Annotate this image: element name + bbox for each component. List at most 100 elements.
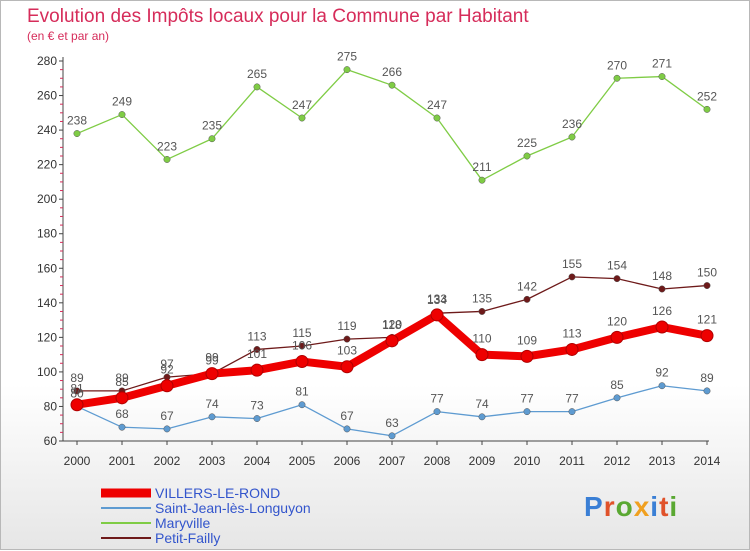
data-label: 67 xyxy=(340,409,354,423)
data-label: 119 xyxy=(337,319,356,333)
logo-letter: o xyxy=(615,491,634,522)
y-tick-label: 160 xyxy=(37,261,57,275)
logo-letter: i xyxy=(669,491,679,522)
data-label: 135 xyxy=(472,291,492,305)
data-point xyxy=(475,348,489,362)
data-label: 110 xyxy=(472,332,491,346)
data-label: 101 xyxy=(247,347,267,361)
data-point xyxy=(658,382,666,390)
data-point xyxy=(658,285,666,293)
x-tick-label: 2003 xyxy=(199,454,226,468)
legend-label: VILLERS-LE-ROND xyxy=(155,485,280,501)
data-point xyxy=(565,342,579,356)
data-point xyxy=(655,320,669,334)
data-label: 92 xyxy=(160,363,174,377)
data-label: 225 xyxy=(517,136,537,150)
x-tick-label: 2000 xyxy=(64,454,91,468)
logo-letter: x xyxy=(633,491,651,522)
data-point xyxy=(703,387,711,395)
logo-letter: t xyxy=(659,491,670,522)
data-label: 80 xyxy=(70,386,84,400)
data-label: 77 xyxy=(520,392,534,406)
data-label: 265 xyxy=(247,67,267,81)
data-label: 148 xyxy=(652,269,672,283)
x-tick-label: 2014 xyxy=(694,454,721,468)
y-tick-label: 100 xyxy=(37,365,57,379)
data-point xyxy=(610,330,624,344)
logo-letter: P xyxy=(584,491,604,522)
data-point xyxy=(433,408,441,416)
data-label: 103 xyxy=(337,344,357,358)
data-point xyxy=(385,334,399,348)
data-point xyxy=(250,363,264,377)
y-tick-label: 80 xyxy=(44,399,58,413)
data-label: 99 xyxy=(205,351,219,365)
data-point xyxy=(253,415,261,422)
chart-subtitle: (en € et par an) xyxy=(27,29,110,43)
data-point xyxy=(163,156,171,163)
data-label: 67 xyxy=(160,409,174,423)
data-label: 150 xyxy=(697,266,717,280)
data-label: 121 xyxy=(697,313,717,327)
y-tick-label: 220 xyxy=(37,158,57,172)
data-label: 120 xyxy=(607,314,627,328)
data-label: 252 xyxy=(697,89,717,103)
data-label: 249 xyxy=(112,95,132,109)
data-label: 89 xyxy=(115,371,129,385)
data-point xyxy=(520,349,534,363)
data-point xyxy=(613,394,621,402)
data-point xyxy=(523,295,531,303)
data-label: 89 xyxy=(700,371,714,385)
x-tick-label: 2009 xyxy=(469,454,496,468)
x-tick-label: 2007 xyxy=(379,454,406,468)
data-point xyxy=(118,111,126,118)
logo-letter: i xyxy=(650,491,660,522)
data-point xyxy=(343,66,351,74)
x-tick-label: 2008 xyxy=(424,454,451,468)
data-label: 85 xyxy=(115,375,129,389)
x-tick-label: 2012 xyxy=(604,454,631,468)
data-point xyxy=(430,308,444,322)
data-label: 74 xyxy=(205,397,219,411)
data-point xyxy=(388,432,396,440)
data-point xyxy=(253,83,261,91)
x-tick-label: 2011 xyxy=(559,454,585,468)
data-point xyxy=(433,114,441,122)
proxiti-logo: Proxiti xyxy=(584,491,678,523)
data-point xyxy=(298,114,306,122)
data-point xyxy=(523,408,531,416)
data-point xyxy=(73,387,81,395)
data-point xyxy=(253,346,261,353)
data-label: 134 xyxy=(427,293,447,307)
data-label: 270 xyxy=(607,58,627,72)
data-label: 211 xyxy=(472,160,491,174)
data-label: 133 xyxy=(427,292,447,306)
x-tick-label: 2006 xyxy=(334,454,361,468)
data-point xyxy=(205,367,219,381)
data-label: 142 xyxy=(517,279,537,293)
x-tick-label: 2005 xyxy=(289,454,316,468)
legend-label: Petit-Failly xyxy=(155,530,220,546)
data-point xyxy=(295,355,309,369)
data-point xyxy=(115,391,129,405)
data-label: 115 xyxy=(292,326,311,340)
y-tick-label: 120 xyxy=(37,330,57,344)
data-point xyxy=(340,360,354,374)
data-point xyxy=(70,398,84,412)
data-label: 120 xyxy=(382,317,402,331)
data-point xyxy=(343,425,351,433)
data-label: 73 xyxy=(250,399,264,413)
data-label: 235 xyxy=(202,119,222,133)
x-tick-label: 2013 xyxy=(649,454,676,468)
x-tick-label: 2001 xyxy=(109,454,136,468)
data-point xyxy=(700,329,714,343)
data-label: 97 xyxy=(160,357,174,371)
data-label: 109 xyxy=(517,333,537,347)
data-point xyxy=(703,282,711,289)
data-point xyxy=(478,413,486,421)
data-label: 81 xyxy=(70,382,84,396)
logo-letter: r xyxy=(603,491,616,522)
data-label: 85 xyxy=(610,378,624,392)
data-label: 74 xyxy=(475,397,489,411)
